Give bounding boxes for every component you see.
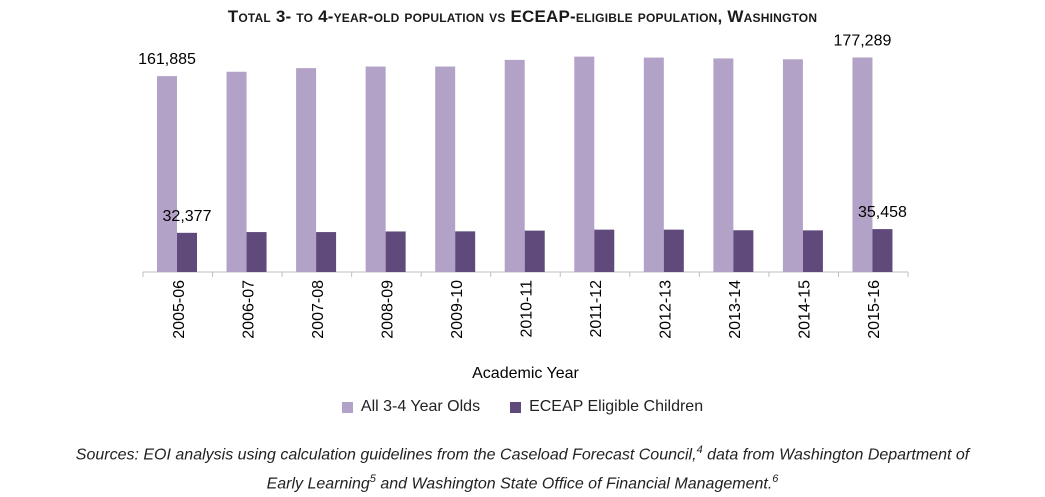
bar-eceap-2005-06	[177, 232, 197, 272]
legend-label: ECEAP Eligible Children	[529, 398, 704, 415]
legend-item-all-3-4: All 3-4 Year Olds	[341, 398, 481, 416]
x-tick-label: 2009-10	[449, 280, 466, 339]
bar-all-3-4-2013-14	[713, 58, 734, 273]
x-tick-label: 2014-15	[797, 280, 814, 339]
bar-eceap-2012-13	[663, 229, 684, 272]
bar-eceap-2015-16	[872, 229, 893, 272]
bar-all-3-4-2015-16	[852, 57, 873, 272]
bar-eceap-2007-08	[316, 232, 337, 272]
bar-all-3-4-2012-13	[643, 57, 664, 273]
sources-text-1b: data from Washington Department of	[702, 446, 970, 464]
bar-eceap-2013-14	[733, 230, 754, 272]
x-tick-label: 2011-12	[588, 280, 605, 338]
x-tick-label: 2015-16	[866, 280, 883, 339]
legend-swatch	[341, 401, 353, 413]
x-tick-label: 2013-14	[727, 280, 744, 339]
sources-text-2b: and Washington State Office of Financial…	[375, 475, 773, 493]
chart-legend: All 3-4 Year Olds ECEAP Eligible Children	[0, 398, 1045, 416]
x-tick-label: 2010-11	[519, 280, 536, 338]
data-label: 32,377	[163, 208, 212, 225]
data-label: 161,885	[138, 51, 196, 68]
bar-eceap-2014-15	[802, 230, 823, 272]
bar-eceap-2008-09	[385, 231, 406, 272]
x-tick-label: 2005-06	[171, 280, 188, 339]
bar-eceap-2011-12	[594, 229, 615, 272]
sources-text-2: Early Learning	[266, 475, 370, 493]
x-tick-label: 2012-13	[658, 280, 675, 339]
bar-chart: 2005-06 2006-07 2007-08 2008-09 2009-10 2010-…	[138, 32, 909, 382]
bar-eceap-2006-07	[246, 232, 267, 272]
bar-all-3-4-2005-06	[157, 76, 177, 273]
bar-eceap-2009-10	[455, 231, 476, 272]
chart-title: Total 3- to 4-year-old population vs ECE…	[227, 7, 818, 26]
bar-all-3-4-2014-15	[782, 59, 803, 273]
data-label: 177,289	[834, 32, 892, 49]
footnote-4: 4	[696, 444, 703, 456]
data-label: 35,458	[858, 204, 907, 221]
legend-label: All 3-4 Year Olds	[360, 398, 481, 415]
bar-eceap-2010-11	[524, 230, 545, 272]
legend-item-eceap: ECEAP Eligible Children	[510, 398, 703, 416]
bar-all-3-4-2009-10	[435, 66, 456, 273]
bar-all-3-4-2011-12	[574, 56, 595, 273]
bar-all-3-4-2010-11	[504, 59, 525, 273]
x-tick-label: 2006-07	[240, 280, 257, 339]
bar-all-3-4-2007-08	[296, 68, 317, 273]
x-tick-label: 2007-08	[310, 280, 327, 339]
bar-all-3-4-2008-09	[365, 66, 386, 273]
footnote-5: 5	[369, 473, 376, 486]
sources-text-1: Sources: EOI analysis using calculation …	[75, 446, 697, 464]
legend-swatch	[510, 401, 522, 413]
x-axis-title: Academic Year	[472, 365, 579, 382]
bar-all-3-4-2006-07	[226, 71, 247, 273]
sources-note: Sources: EOI analysis using calculation …	[0, 438, 1045, 497]
x-tick-label: 2008-09	[379, 280, 396, 339]
footnote-6: 6	[772, 473, 779, 486]
